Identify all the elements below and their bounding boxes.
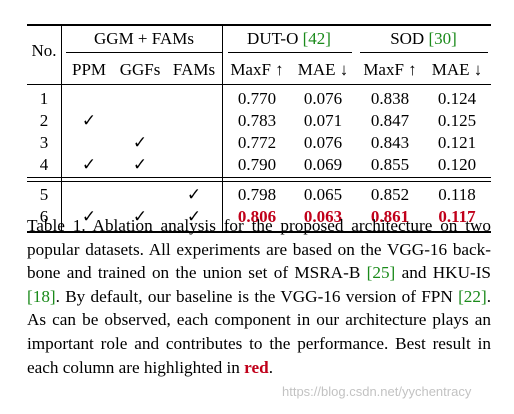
- duto-maxf-value: 0.790: [237, 155, 277, 174]
- subheader-ppm: PPM: [71, 60, 107, 79]
- sod-maxf-value: 0.838: [370, 89, 410, 108]
- vrule-after-no: [61, 25, 62, 231]
- sod-maxf-best-value: 0.861: [370, 207, 410, 226]
- row-no: 4: [39, 155, 49, 174]
- check-icon: ✓: [81, 155, 97, 175]
- subheader-duto-mae: MAE ↓: [297, 60, 349, 79]
- caption-line: Table 1. Ablation analysis for the propo…: [27, 214, 491, 238]
- duto-maxf-value: 0.770: [237, 89, 277, 108]
- caption-line: popular datasets. All experiments are ba…: [27, 238, 491, 262]
- sod-mae-best-value: 0.117: [438, 207, 476, 226]
- watermark-url: https://blog.csdn.net/yychentracy: [282, 384, 472, 399]
- group-sod-underline: [360, 52, 488, 53]
- sod-mae-value: 0.124: [437, 89, 477, 108]
- duto-mae-value: 0.065: [303, 185, 343, 204]
- caption-text: Table 1. Ablation analysis for the propo…: [27, 216, 491, 235]
- row-no: 1: [39, 89, 49, 108]
- caption-line: [18]. By default, our baseline is the VG…: [27, 285, 491, 309]
- subheader-duto-maxf: MaxF ↑: [230, 60, 284, 79]
- check-icon: ✓: [186, 185, 202, 205]
- duto-maxf-value: 0.798: [237, 185, 277, 204]
- caption-line: each column are highlighted in red.: [27, 356, 491, 380]
- row-no: 3: [39, 133, 49, 152]
- duto-mae-value: 0.076: [303, 133, 343, 152]
- header-duto-citation[interactable]: [42]: [302, 29, 331, 48]
- check-icon: ✓: [81, 207, 97, 227]
- caption-line: As can be observed, each component in ou…: [27, 308, 491, 332]
- row-no: 5: [39, 185, 49, 204]
- citation-link[interactable]: [22]: [458, 286, 487, 306]
- sod-maxf-value: 0.847: [370, 111, 410, 130]
- citation-link[interactable]: [25]: [366, 263, 396, 283]
- header-group-sod: SOD [30]: [356, 29, 491, 49]
- sod-mae-value: 0.120: [437, 155, 477, 174]
- caption-text: each column are highlighted in: [27, 357, 245, 377]
- duto-mae-best-value: 0.063: [303, 207, 343, 226]
- vrule-after-fams: [222, 25, 223, 231]
- block-separator-rule-2: [27, 181, 491, 182]
- duto-mae-value: 0.076: [303, 89, 343, 108]
- header-bottom-rule: [27, 84, 491, 85]
- group-ggm-underline: [66, 52, 222, 53]
- header-no: No.: [31, 41, 57, 60]
- citation-link[interactable]: [18]: [27, 286, 56, 306]
- sod-mae-value: 0.121: [437, 133, 477, 152]
- caption-text: As can be observed, each component in ou…: [27, 310, 491, 330]
- check-icon: ✓: [132, 155, 148, 175]
- header-group-duto: DUT-O [42]: [222, 29, 356, 49]
- header-duto-name: DUT-O: [247, 29, 299, 48]
- caption-text: . By default, our baseline is the VGG-16…: [55, 286, 459, 306]
- table-top-rule: [27, 24, 491, 26]
- duto-maxf-value: 0.772: [237, 133, 277, 152]
- caption-text: .: [268, 357, 273, 377]
- caption-text: and HKU-IS: [395, 263, 491, 283]
- row-no: 6: [39, 207, 49, 226]
- duto-mae-value: 0.069: [303, 155, 343, 174]
- header-sod-name: SOD: [390, 29, 425, 48]
- check-icon: ✓: [132, 207, 148, 227]
- header-group-ggm: GGM + FAMs: [94, 29, 194, 48]
- row-no: 2: [39, 111, 49, 130]
- caption-line: important role and contributes to the pe…: [27, 332, 491, 356]
- check-icon: ✓: [186, 207, 202, 227]
- table-caption: Table 1. Ablation analysis for the propo…: [27, 214, 491, 379]
- subheader-sod-maxf: MaxF ↑: [363, 60, 417, 79]
- sod-maxf-value: 0.843: [370, 133, 410, 152]
- subheader-ggfs: GGFs: [119, 60, 161, 79]
- sod-mae-value: 0.125: [437, 111, 477, 130]
- subheader-fams: FAMs: [172, 60, 216, 79]
- table-bottom-rule: [27, 231, 491, 233]
- group-duto-underline: [228, 52, 352, 53]
- duto-mae-value: 0.071: [303, 111, 343, 130]
- check-icon: ✓: [81, 111, 97, 131]
- check-icon: ✓: [132, 133, 148, 153]
- duto-maxf-value: 0.783: [237, 111, 277, 130]
- sod-maxf-value: 0.855: [370, 155, 410, 174]
- sod-mae-value: 0.118: [438, 185, 476, 204]
- caption-text: important role and contributes to the pe…: [27, 333, 491, 353]
- caption-text: bone and trained on the union set of MSR…: [27, 263, 367, 283]
- caption-text: .: [486, 286, 491, 306]
- sod-maxf-value: 0.852: [370, 185, 410, 204]
- header-sod-citation[interactable]: [30]: [428, 29, 457, 48]
- caption-text: popular datasets. All experiments are ba…: [27, 239, 491, 259]
- block-separator-rule-1: [27, 177, 491, 178]
- subheader-sod-mae: MAE ↓: [431, 60, 483, 79]
- caption-red-word: red: [244, 357, 269, 377]
- duto-maxf-best-value: 0.806: [237, 207, 277, 226]
- caption-line: bone and trained on the union set of MSR…: [27, 261, 491, 285]
